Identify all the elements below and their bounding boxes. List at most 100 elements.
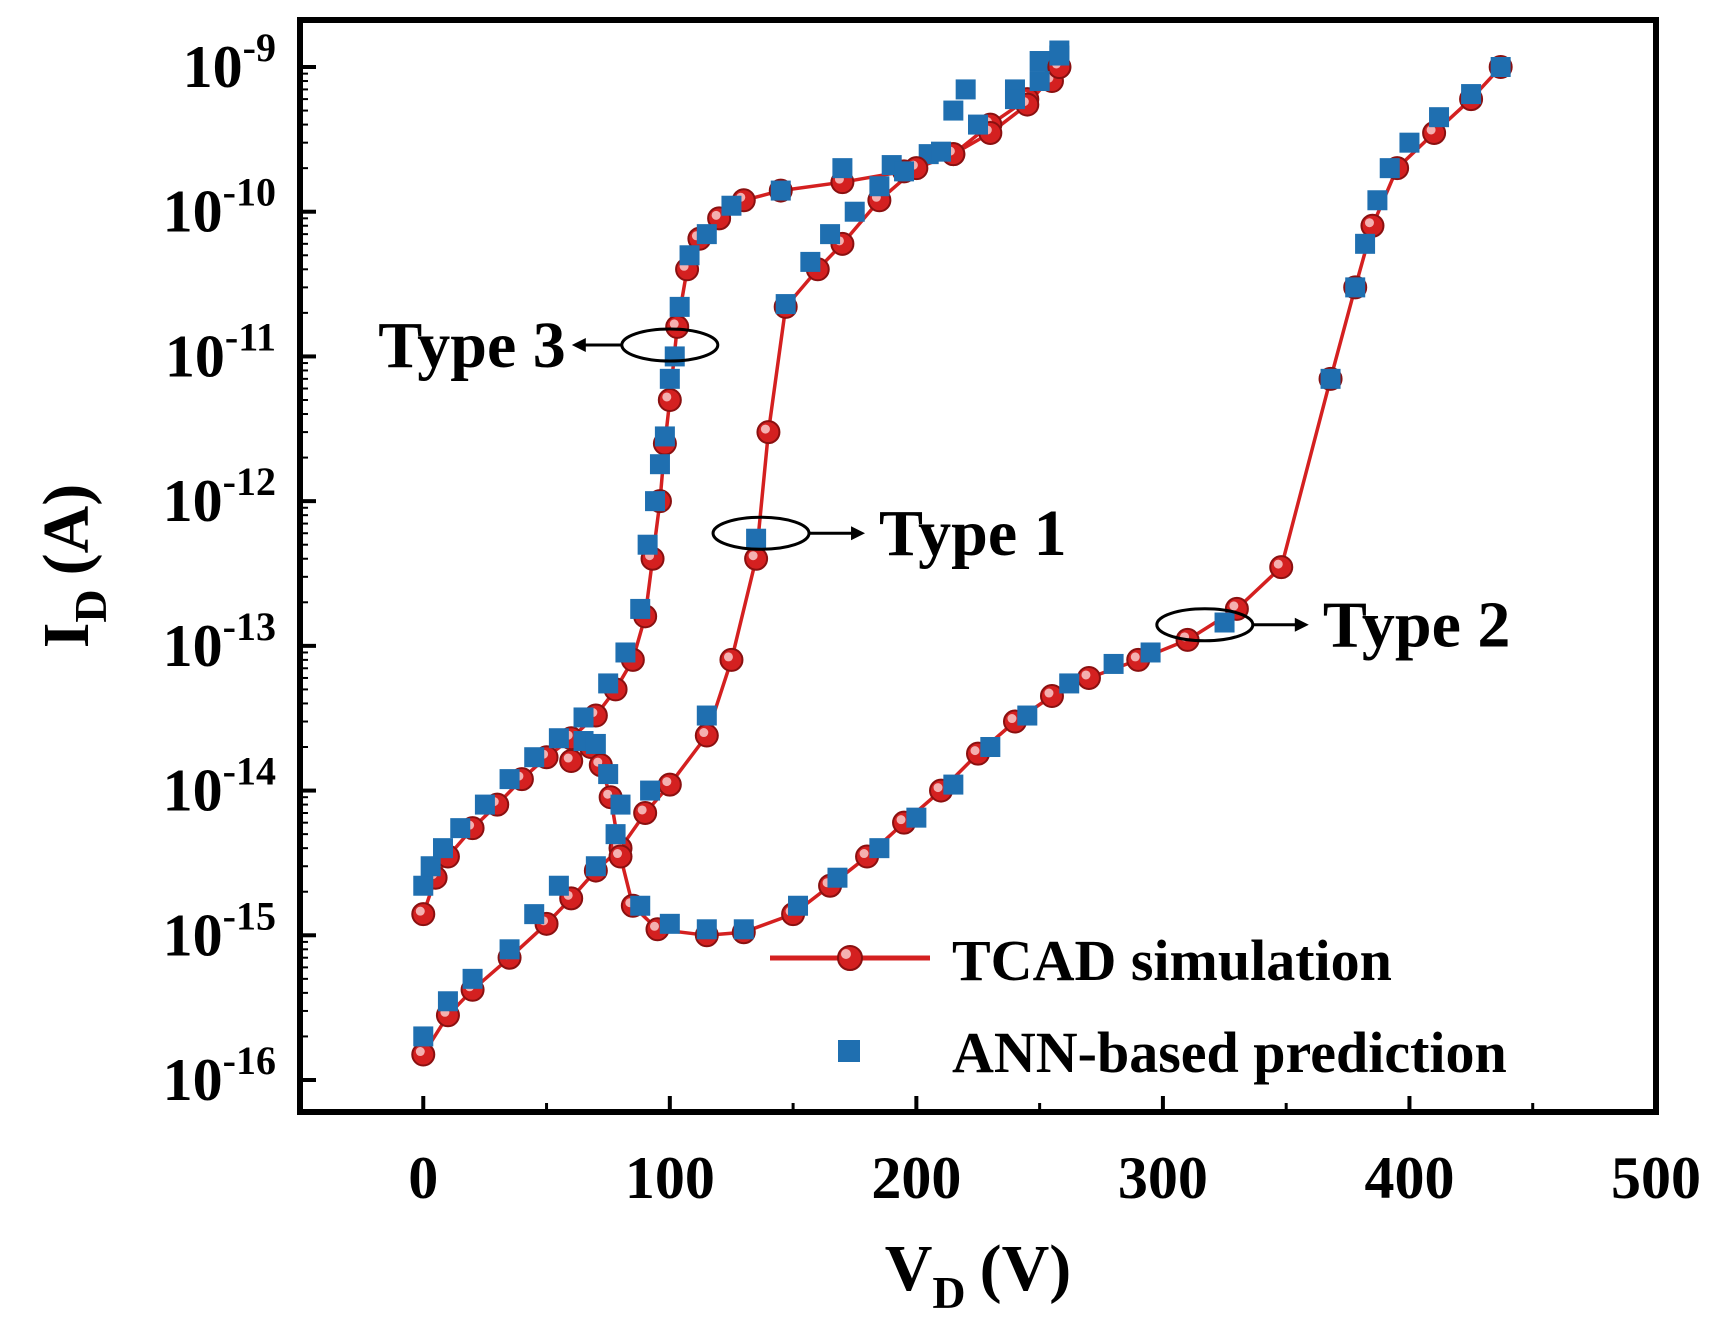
ann-point xyxy=(432,838,453,859)
x-tick-label: 400 xyxy=(1364,1145,1454,1211)
ann-point xyxy=(1049,45,1070,66)
tcad-point-highlight xyxy=(649,921,659,931)
plot-frame xyxy=(297,17,1659,1115)
ann-point xyxy=(800,251,821,272)
x-axis: 0 100 200 300 400 500 xyxy=(298,1096,1701,1211)
tcad-point-highlight xyxy=(760,424,770,434)
data-markers xyxy=(411,40,1513,1067)
ann-point xyxy=(585,733,606,754)
ann-point xyxy=(894,161,915,182)
tcad-point-highlight xyxy=(1426,125,1436,135)
legend-ann-marker xyxy=(838,1040,860,1062)
ann-point xyxy=(1214,612,1235,633)
tcad-point-highlight xyxy=(1081,670,1091,680)
ann-point xyxy=(1029,51,1050,72)
legend-entry-tcad: TCAD simulation xyxy=(770,928,1392,993)
y-tick-base: 10 xyxy=(183,34,243,100)
tcad-point-highlight xyxy=(970,746,980,756)
y-tick-exponent: -10 xyxy=(223,170,276,215)
y-tick-exponent: -11 xyxy=(225,314,276,359)
ann-point xyxy=(770,180,791,201)
tcad-point-highlight xyxy=(415,1047,425,1057)
tcad-point-highlight xyxy=(1229,601,1239,611)
ann-point xyxy=(637,534,658,555)
ann-point xyxy=(955,79,976,100)
ann-point xyxy=(420,856,441,877)
ann-point xyxy=(1355,233,1376,254)
ann-point xyxy=(1429,107,1450,128)
ann-point xyxy=(832,158,853,179)
ann-point xyxy=(413,875,434,896)
ann-point xyxy=(820,224,841,245)
ann-point xyxy=(548,728,569,749)
y-tick-label: 10-14 xyxy=(163,749,276,824)
ann-point xyxy=(524,904,545,925)
ann-point xyxy=(1379,158,1400,179)
ann-point xyxy=(931,141,952,162)
tcad-point-highlight xyxy=(1044,688,1054,698)
ann-point xyxy=(413,1026,434,1047)
y-tick-base: 10 xyxy=(163,758,223,824)
ann-point xyxy=(654,426,675,447)
y-tick-exponent: -16 xyxy=(223,1038,276,1083)
ann-point xyxy=(968,114,988,135)
y-axis-title-unit: (A) xyxy=(30,484,103,576)
ann-point xyxy=(844,201,865,222)
y-tick-exponent: -13 xyxy=(223,604,276,649)
x-tick-label: 0 xyxy=(408,1145,438,1211)
ann-point xyxy=(1367,190,1388,211)
legend-entry-ann: ANN-based prediction xyxy=(838,1020,1507,1085)
ann-point xyxy=(585,856,606,877)
y-tick-base: 10 xyxy=(163,902,223,968)
ann-point xyxy=(437,991,458,1012)
ann-point xyxy=(649,454,670,475)
legend-tcad-label: TCAD simulation xyxy=(952,928,1392,993)
tcad-point-highlight xyxy=(748,551,758,561)
ann-point xyxy=(827,867,848,888)
tcad-point-highlight xyxy=(1007,714,1017,724)
tcad-point-highlight xyxy=(723,652,733,662)
ann-point xyxy=(869,176,890,197)
ann-point xyxy=(450,818,471,839)
ann-point xyxy=(696,705,717,726)
tcad-point-highlight xyxy=(603,789,613,799)
ann-point xyxy=(664,346,685,367)
ann-point xyxy=(659,913,680,934)
ann-point xyxy=(462,968,483,989)
tcad-point-highlight xyxy=(662,777,672,787)
ann-point xyxy=(943,100,964,121)
x-axis-title: VD (V) xyxy=(885,1232,1072,1318)
y-tick-base: 10 xyxy=(163,468,223,534)
y-tick-base: 10 xyxy=(163,1047,223,1113)
tcad-point-highlight xyxy=(613,849,623,859)
y-tick-exponent: -9 xyxy=(243,25,276,70)
ann-point xyxy=(630,895,651,916)
annotation-arrowhead xyxy=(1294,617,1309,632)
annotation-arrowhead xyxy=(851,526,866,541)
ann-point xyxy=(869,838,890,859)
ann-point xyxy=(746,528,767,549)
ann-point xyxy=(1103,653,1124,674)
y-tick-label: 10-9 xyxy=(183,25,276,100)
y-tick-exponent: -14 xyxy=(223,749,276,794)
annotation-label: Type 1 xyxy=(879,497,1067,570)
tcad-point-highlight xyxy=(1130,652,1140,662)
ann-point xyxy=(1140,642,1161,663)
ann-point xyxy=(499,939,520,960)
y-tick-label: 10-10 xyxy=(163,170,276,245)
legend: TCAD simulation ANN-based prediction xyxy=(770,928,1507,1085)
ann-point xyxy=(630,598,651,619)
ann-point xyxy=(669,296,690,317)
x-axis-title-main: V xyxy=(885,1232,933,1305)
tcad-point-highlight xyxy=(637,805,647,815)
ann-point xyxy=(548,875,569,896)
ann-point xyxy=(696,919,717,940)
x-axis-title-sub: D xyxy=(932,1267,965,1318)
ann-point xyxy=(659,368,680,389)
y-tick-base: 10 xyxy=(165,323,225,389)
ann-point xyxy=(1059,673,1080,694)
ann-point xyxy=(598,764,619,785)
x-tick-label: 300 xyxy=(1118,1145,1208,1211)
ann-point xyxy=(573,707,594,728)
ann-point xyxy=(598,673,619,694)
